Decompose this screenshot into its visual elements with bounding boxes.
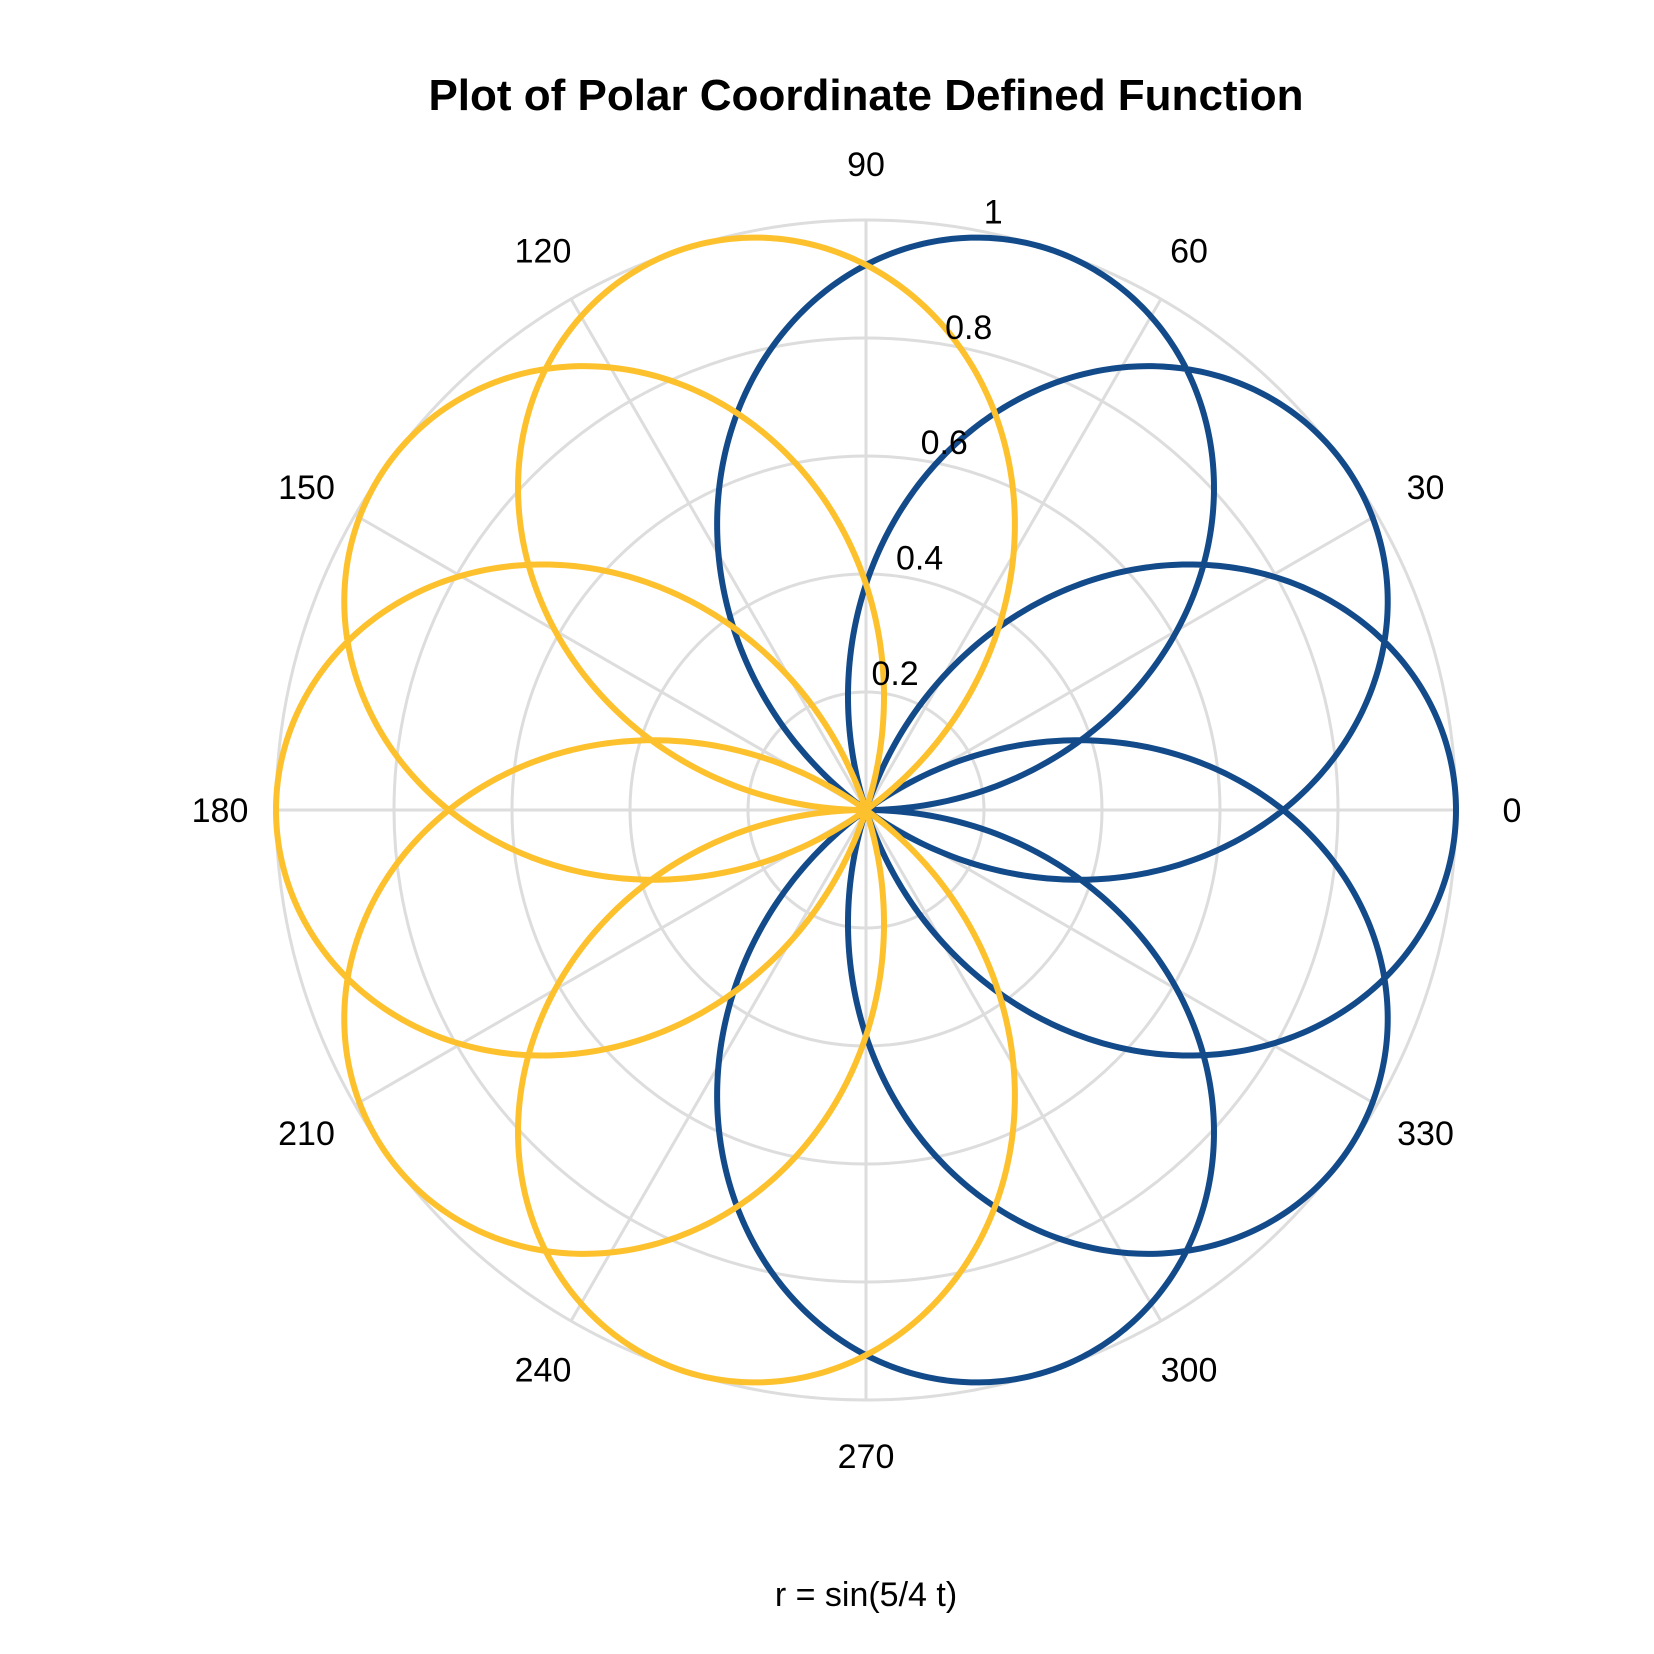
angular-tick-label: 90 <box>847 146 885 184</box>
series-line-0 <box>714 234 1459 1386</box>
angular-tick-label: 270 <box>838 1438 895 1476</box>
angular-tick-label: 300 <box>1161 1352 1218 1390</box>
angular-tick-label: 150 <box>278 469 335 507</box>
series-line-1 <box>273 234 1018 1386</box>
radial-tick-label: 0.8 <box>945 309 992 347</box>
radial-tick-label: 0.6 <box>921 424 968 462</box>
radial-tick-label: 1 <box>984 193 1003 231</box>
angular-tick-label: 180 <box>192 792 249 830</box>
angular-tick-label: 120 <box>515 233 572 271</box>
radial-tick-labels: 0.2 0.4 0.6 0.8 1 <box>871 193 1002 693</box>
chart-title: Plot of Polar Coordinate Defined Functio… <box>428 71 1303 120</box>
angular-tick-label: 60 <box>1170 233 1208 271</box>
angular-tick-label: 240 <box>515 1352 572 1390</box>
angular-tick-label: 210 <box>278 1115 335 1153</box>
angular-tick-label: 0 <box>1503 792 1522 830</box>
angular-tick-labels: 0 30 60 90 120 150 180 210 240 270 300 330 <box>192 146 1522 1476</box>
radial-tick-label: 0.2 <box>871 655 918 693</box>
radial-tick-label: 0.4 <box>896 540 943 578</box>
angular-tick-label: 330 <box>1397 1115 1454 1153</box>
angular-tick-label: 30 <box>1407 469 1445 507</box>
x-axis-label: r = sin(5/4 t) <box>775 1576 957 1614</box>
series-group <box>273 234 1459 1386</box>
